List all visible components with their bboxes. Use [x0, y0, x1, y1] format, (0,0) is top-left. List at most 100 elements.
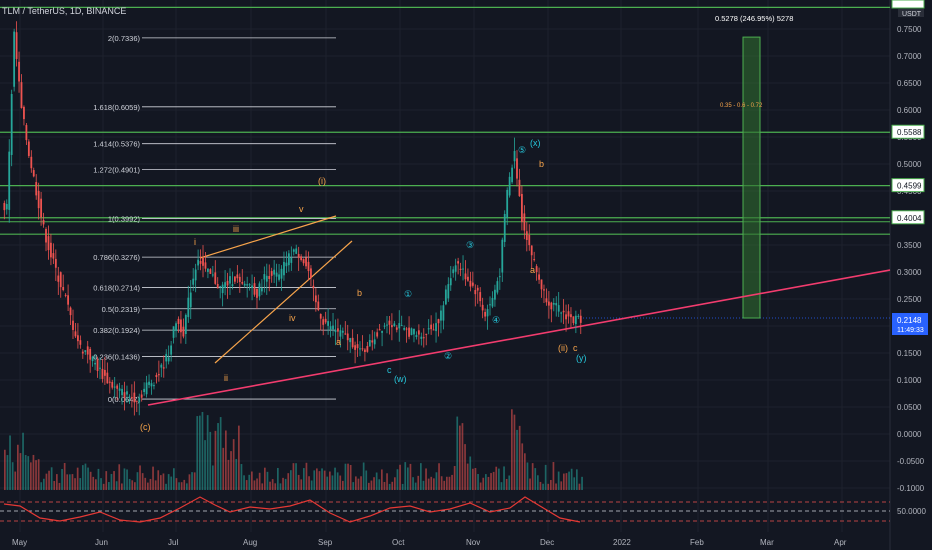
candle-body [211, 274, 214, 276]
volume-bar [297, 474, 300, 490]
candle-body [302, 259, 305, 264]
price-tag [891, 178, 925, 193]
candle-body [27, 141, 30, 156]
candle-body [386, 324, 388, 326]
candle-body [506, 189, 509, 218]
volume-bar [490, 473, 492, 490]
volume-bar [508, 475, 511, 490]
volume-bar [555, 483, 557, 490]
volume-bar [375, 472, 378, 490]
candle-body [162, 367, 165, 369]
candle-body [123, 392, 126, 398]
candle-body [329, 326, 332, 330]
candle-body [251, 285, 253, 289]
candle-body [516, 158, 518, 179]
volume-bar [269, 481, 271, 490]
candle-body [503, 213, 506, 242]
y-tick-label: 0.0500 [897, 403, 922, 412]
candle-body [572, 316, 575, 324]
candle-body [533, 259, 536, 261]
wave-label: (x) [530, 138, 541, 148]
candle-body [415, 335, 418, 337]
candle-body [464, 273, 467, 280]
volume-bar [386, 473, 388, 490]
candle-body [543, 289, 545, 291]
candle-body [319, 314, 322, 319]
volume-bar [482, 477, 485, 490]
candle-body [248, 284, 251, 286]
volume-bar [414, 482, 417, 490]
x-tick-label: Mar [760, 538, 774, 547]
candle-body [111, 381, 114, 388]
wave-label: a [336, 337, 341, 347]
candle-body [459, 268, 462, 271]
candle-body [354, 345, 356, 350]
candle-body [246, 284, 249, 286]
volume-bar [14, 471, 17, 490]
volume-bar [186, 483, 188, 490]
candle-body [47, 236, 50, 251]
volume-bar [19, 453, 22, 490]
volume-bar [74, 478, 76, 490]
price-tag [891, 0, 925, 9]
candle-body [530, 245, 533, 256]
volume-bar [121, 483, 123, 490]
volume-bar [40, 482, 43, 490]
volume-bar [196, 416, 199, 490]
candle-body [202, 257, 204, 266]
volume-bar [570, 468, 573, 490]
candle-body [84, 350, 87, 352]
candle-body [481, 304, 484, 311]
volume-bar [362, 462, 365, 490]
candle-body [283, 261, 285, 276]
volume-bar [305, 462, 308, 490]
target-box [742, 36, 761, 319]
volume-bar [225, 430, 227, 490]
candle-body [184, 314, 187, 335]
candle-body [457, 261, 460, 264]
volume-bar [552, 462, 555, 490]
volume-bar [141, 473, 144, 490]
volume-bar [217, 423, 219, 490]
candle-body [256, 288, 258, 298]
volume-bar [500, 482, 503, 490]
volume-bar [542, 483, 544, 490]
candle-body [94, 362, 96, 365]
candle-body [155, 375, 158, 378]
volume-bar [144, 477, 147, 490]
volume-bar [518, 425, 521, 490]
wave-label: i [194, 237, 196, 247]
volume-bar [547, 483, 550, 490]
volume-bar [110, 473, 113, 490]
wave-label: c [387, 365, 392, 375]
volume-bar [193, 472, 196, 490]
candle-body [128, 396, 131, 398]
candle-body [241, 282, 244, 284]
volume-bar [401, 483, 404, 490]
symbol-header: TLM / TetherUS, 1D, BINANCE [2, 6, 126, 16]
candle-body [577, 315, 580, 317]
candle-body [337, 328, 339, 332]
volume-bar [24, 455, 27, 490]
current-price-label: 0.2148 [897, 316, 922, 325]
wave-label: (i) [318, 176, 326, 186]
volume-bar [253, 480, 256, 490]
candle-body [378, 329, 381, 331]
candle-body [471, 282, 474, 286]
volume-bar [35, 460, 37, 490]
candle-body [285, 262, 288, 267]
candle-body [32, 170, 35, 177]
candle-body [199, 261, 202, 264]
candle-body [390, 325, 393, 328]
volume-bar [396, 469, 399, 490]
candle-body [538, 274, 540, 280]
volume-bar [344, 463, 347, 490]
candle-body [45, 228, 47, 243]
x-tick-label: Aug [243, 538, 257, 547]
candle-body [498, 276, 501, 278]
candle-body [86, 346, 89, 355]
candle-body [376, 332, 379, 337]
symbol-title: TLM / TetherUS, 1D, BINANCE [2, 6, 127, 16]
volume-bar [266, 471, 269, 490]
